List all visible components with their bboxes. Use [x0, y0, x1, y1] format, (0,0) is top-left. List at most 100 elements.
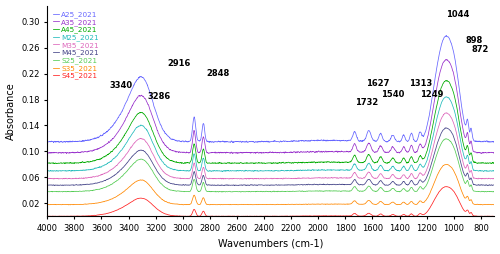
- Line: A25_2021: A25_2021: [47, 36, 494, 143]
- Line: M45_2021: M45_2021: [47, 128, 494, 186]
- S35_2021: [492, 203, 498, 206]
- M25_2021: [164, 166, 170, 169]
- A25_2021: [443, 34, 449, 37]
- A45_2021: [51, 162, 57, 165]
- M25_2021: [444, 95, 450, 98]
- M25_2021: [88, 168, 94, 171]
- S25_2021: [298, 190, 304, 193]
- S45_2021: [241, 215, 247, 218]
- M45_2021: [140, 149, 146, 152]
- S35_2021: [165, 201, 171, 204]
- Line: S45_2021: S45_2021: [47, 187, 494, 216]
- S25_2021: [165, 187, 171, 190]
- S25_2021: [140, 158, 146, 162]
- S35_2021: [164, 201, 170, 204]
- M25_2021: [492, 169, 498, 172]
- S25_2021: [44, 190, 50, 194]
- M25_2021: [152, 146, 158, 149]
- Y-axis label: Absorbance: Absorbance: [6, 82, 16, 140]
- A25_2021: [164, 134, 170, 137]
- S25_2021: [164, 187, 170, 190]
- A35_2021: [44, 151, 50, 154]
- A25_2021: [88, 138, 94, 141]
- Text: 1313: 1313: [409, 79, 432, 88]
- A35_2021: [64, 152, 70, 155]
- A25_2021: [140, 76, 146, 80]
- A45_2021: [298, 161, 304, 164]
- M35_2021: [88, 176, 94, 179]
- M35_2021: [475, 178, 481, 181]
- Text: 1627: 1627: [366, 79, 389, 88]
- A45_2021: [44, 162, 50, 165]
- M45_2021: [88, 182, 94, 185]
- Line: M35_2021: M35_2021: [47, 113, 494, 179]
- S35_2021: [298, 203, 304, 206]
- M25_2021: [298, 168, 304, 171]
- Text: 3286: 3286: [148, 92, 171, 101]
- M45_2021: [165, 181, 171, 184]
- Line: S35_2021: S35_2021: [47, 164, 494, 205]
- S45_2021: [140, 197, 146, 200]
- Text: 2848: 2848: [206, 69, 230, 78]
- S35_2021: [67, 203, 73, 207]
- M25_2021: [165, 166, 171, 169]
- M45_2021: [152, 166, 158, 169]
- A35_2021: [298, 151, 304, 154]
- Text: 1732: 1732: [354, 98, 378, 107]
- Line: S25_2021: S25_2021: [47, 139, 494, 192]
- A45_2021: [164, 157, 170, 160]
- Text: 872: 872: [471, 45, 488, 54]
- A25_2021: [492, 140, 498, 143]
- S25_2021: [492, 189, 498, 193]
- A35_2021: [88, 149, 94, 152]
- M45_2021: [444, 126, 450, 130]
- S45_2021: [44, 215, 50, 218]
- S35_2021: [88, 202, 94, 205]
- A35_2021: [492, 151, 498, 154]
- Line: A45_2021: A45_2021: [47, 81, 494, 164]
- S35_2021: [152, 191, 158, 194]
- M25_2021: [140, 125, 146, 128]
- M35_2021: [492, 177, 498, 180]
- A25_2021: [230, 141, 236, 144]
- A35_2021: [165, 146, 171, 149]
- Line: A35_2021: A35_2021: [47, 59, 494, 154]
- A25_2021: [44, 141, 50, 144]
- S25_2021: [44, 191, 51, 194]
- Text: 1249: 1249: [420, 90, 444, 99]
- S25_2021: [443, 137, 449, 140]
- A25_2021: [152, 107, 158, 110]
- A35_2021: [164, 146, 170, 149]
- A25_2021: [165, 135, 171, 138]
- S25_2021: [88, 189, 94, 192]
- M35_2021: [140, 138, 146, 141]
- A25_2021: [298, 139, 304, 142]
- M25_2021: [208, 170, 214, 173]
- S45_2021: [298, 215, 304, 218]
- A45_2021: [152, 136, 158, 139]
- M45_2021: [492, 183, 498, 186]
- M45_2021: [485, 184, 491, 187]
- M45_2021: [297, 183, 303, 186]
- S35_2021: [140, 179, 146, 182]
- S45_2021: [492, 215, 498, 218]
- M45_2021: [44, 184, 50, 187]
- A45_2021: [443, 79, 449, 82]
- S35_2021: [44, 203, 50, 206]
- S45_2021: [88, 214, 94, 217]
- S45_2021: [165, 213, 171, 216]
- A45_2021: [165, 157, 171, 160]
- M35_2021: [152, 156, 158, 160]
- Legend: A25_2021, A35_2021, A45_2021, M25_2021, M35_2021, M45_2021, S25_2021, S35_2021, : A25_2021, A35_2021, A45_2021, M25_2021, …: [53, 11, 98, 80]
- M35_2021: [164, 173, 170, 176]
- M45_2021: [164, 180, 170, 183]
- M35_2021: [165, 174, 171, 177]
- Text: 3340: 3340: [110, 81, 132, 90]
- Text: 1540: 1540: [380, 90, 404, 99]
- A35_2021: [152, 122, 158, 125]
- Line: M25_2021: M25_2021: [47, 97, 494, 171]
- Text: 1044: 1044: [446, 9, 469, 19]
- M35_2021: [297, 177, 303, 180]
- S45_2021: [164, 213, 170, 216]
- S25_2021: [152, 174, 158, 177]
